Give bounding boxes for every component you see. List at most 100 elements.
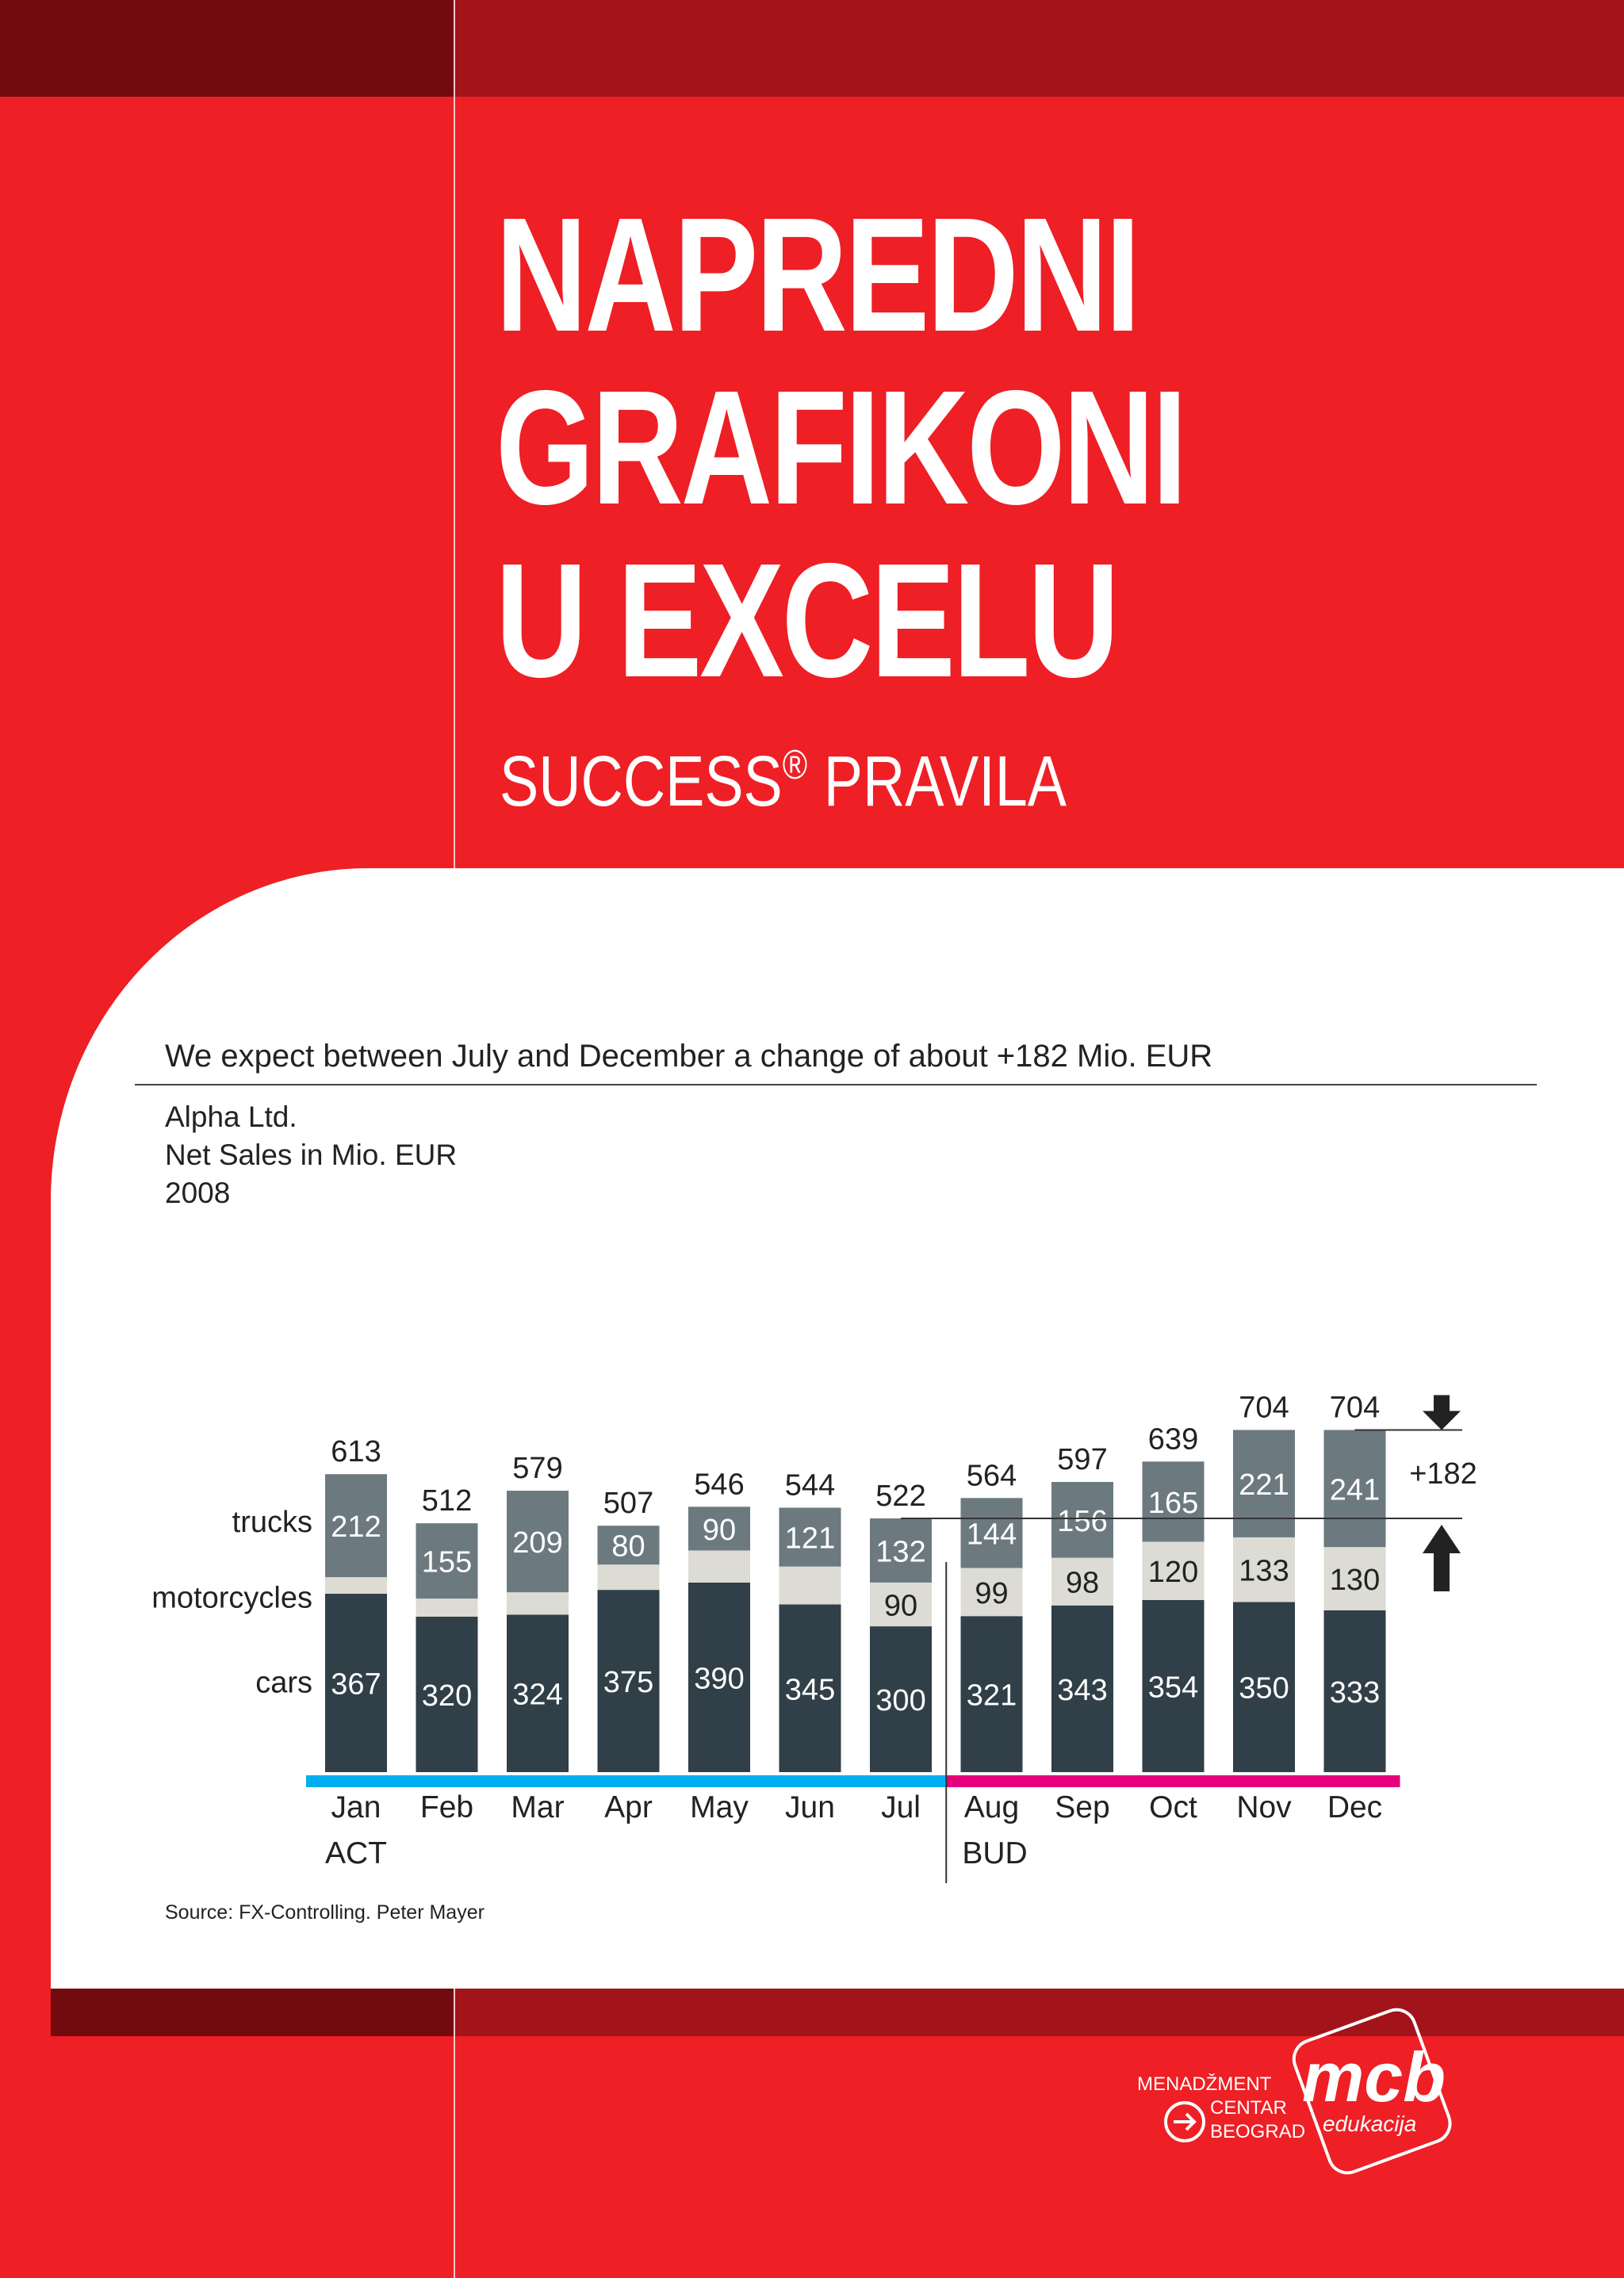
bottom-band-right bbox=[455, 1989, 1624, 2036]
segment-label: 345 bbox=[785, 1673, 835, 1706]
logo-brand: mcb bbox=[1302, 2038, 1446, 2116]
arrow-circle-icon bbox=[1164, 2101, 1205, 2142]
cover-divider-line bbox=[454, 0, 455, 868]
segment-label: 144 bbox=[967, 1518, 1017, 1551]
bar-segment-trucks bbox=[1233, 1430, 1295, 1537]
segment-label: 98 bbox=[1066, 1567, 1099, 1600]
book-subtitle: SUCCESS® PRAVILA bbox=[500, 726, 1067, 821]
month-tick-label: Oct bbox=[1149, 1790, 1197, 1824]
month-tick-label: Jan bbox=[331, 1790, 381, 1824]
segment-label: 209 bbox=[512, 1526, 562, 1560]
net-sales-chart: We expect between July and December a ch… bbox=[135, 1039, 1537, 1883]
segment-label: 320 bbox=[422, 1679, 472, 1713]
budget-period-bar bbox=[946, 1775, 1400, 1787]
bar-segment-cars bbox=[779, 1604, 841, 1772]
segment-label: 350 bbox=[1239, 1672, 1289, 1706]
logo-badge bbox=[1292, 2008, 1452, 2175]
bar-segment-motorcycles bbox=[416, 1598, 478, 1617]
month-tick-label: Feb bbox=[420, 1790, 473, 1824]
title-line-3: U EXCELU bbox=[496, 530, 1120, 711]
segment-label: 132 bbox=[875, 1535, 925, 1568]
bar-segment-cars bbox=[870, 1626, 932, 1772]
legend-cars: cars bbox=[255, 1667, 312, 1700]
bottom-band-left bbox=[51, 1989, 454, 2036]
total-label: 639 bbox=[1148, 1422, 1198, 1456]
segment-label: 156 bbox=[1057, 1505, 1107, 1538]
segment-label: 155 bbox=[422, 1546, 472, 1579]
bar-segment-trucks bbox=[416, 1523, 478, 1599]
segment-label: 90 bbox=[703, 1514, 736, 1547]
total-label: 564 bbox=[967, 1459, 1017, 1492]
chart-annotations: cars motorcycles trucks ACT BUD +182 bbox=[151, 1395, 1477, 1883]
month-tick-label: Nov bbox=[1236, 1790, 1292, 1824]
segment-label: 130 bbox=[1330, 1564, 1380, 1597]
bar-segment-motorcycles bbox=[325, 1577, 387, 1595]
segment-label: 120 bbox=[1148, 1556, 1198, 1589]
segment-label: 343 bbox=[1057, 1674, 1107, 1707]
chart-info-year: 2008 bbox=[165, 1177, 230, 1209]
legend-motorcycles: motorcycles bbox=[151, 1582, 312, 1615]
bar-segment-motorcycles bbox=[1233, 1537, 1295, 1602]
segment-label: 333 bbox=[1330, 1676, 1380, 1709]
segment-label: 212 bbox=[331, 1510, 381, 1544]
segment-label: 321 bbox=[967, 1679, 1017, 1713]
logo-line-beograd: BEOGRAD bbox=[1210, 2121, 1305, 2142]
delta-label: +182 bbox=[1409, 1457, 1477, 1491]
arrow-down-icon bbox=[1423, 1395, 1461, 1430]
month-tick-label: Dec bbox=[1327, 1790, 1382, 1824]
segment-label: 165 bbox=[1148, 1487, 1198, 1520]
bar-segment-trucks bbox=[597, 1526, 660, 1565]
segment-label: 221 bbox=[1239, 1468, 1289, 1502]
segment-label: 300 bbox=[875, 1684, 925, 1717]
segment-label: 90 bbox=[884, 1590, 917, 1623]
month-tick-label: May bbox=[690, 1790, 749, 1824]
bar-segment-cars bbox=[960, 1616, 1023, 1772]
bar-segment-cars bbox=[416, 1616, 478, 1772]
bar-segment-motorcycles bbox=[1142, 1541, 1205, 1600]
book-title: NAPREDNI GRAFIKONI U EXCELU bbox=[496, 189, 1187, 711]
chart-headline: We expect between July and December a ch… bbox=[165, 1039, 1212, 1074]
total-label: 704 bbox=[1239, 1391, 1289, 1424]
logo-tagline: edukacija bbox=[1323, 2111, 1416, 2136]
bar-segment-cars bbox=[597, 1590, 660, 1772]
total-label: 522 bbox=[875, 1480, 925, 1513]
segment-label: 133 bbox=[1239, 1555, 1289, 1588]
bar-segment-trucks bbox=[779, 1507, 841, 1567]
segment-label: 375 bbox=[603, 1666, 653, 1699]
title-line-2: GRAFIKONI bbox=[496, 357, 1187, 538]
bar-segment-trucks bbox=[1142, 1461, 1205, 1542]
month-tick-label: Jun bbox=[785, 1790, 835, 1824]
logo-line-centar: CENTAR bbox=[1210, 2097, 1287, 2119]
total-label: 579 bbox=[512, 1452, 562, 1485]
mcb-logo: MENADŽMENT CENTAR BEOGRAD mcb edukacija bbox=[1137, 2008, 1452, 2175]
bar-segment-motorcycles bbox=[507, 1592, 569, 1615]
segment-label: 324 bbox=[512, 1679, 562, 1712]
segment-label: 121 bbox=[785, 1522, 835, 1556]
arrow-up-icon bbox=[1423, 1525, 1461, 1592]
total-label: 546 bbox=[694, 1468, 744, 1501]
top-band-right bbox=[455, 0, 1624, 97]
bar-segment-trucks bbox=[688, 1507, 750, 1551]
actual-period-bar bbox=[306, 1775, 947, 1787]
bar-segment-cars bbox=[1233, 1602, 1295, 1772]
bar-segment-motorcycles bbox=[960, 1568, 1023, 1617]
bar-segment-motorcycles bbox=[779, 1566, 841, 1605]
subtitle-rest: PRAVILA bbox=[807, 742, 1067, 821]
chart-info-company: Alpha Ltd. bbox=[165, 1101, 297, 1133]
source-note: Source: FX-Controlling. Peter Mayer bbox=[165, 1901, 485, 1924]
period-label-bud: BUD bbox=[962, 1836, 1027, 1870]
segment-label: 99 bbox=[975, 1577, 1008, 1610]
bar-segment-cars bbox=[1323, 1610, 1386, 1772]
total-label: 507 bbox=[603, 1487, 653, 1520]
period-label-act: ACT bbox=[325, 1836, 387, 1870]
bar-segment-trucks bbox=[870, 1518, 932, 1583]
bar-segment-cars bbox=[1142, 1599, 1205, 1772]
total-label: 512 bbox=[422, 1484, 472, 1518]
segment-label: 241 bbox=[1330, 1473, 1380, 1507]
bar-segment-motorcycles bbox=[688, 1550, 750, 1583]
month-tick-label: Jul bbox=[881, 1790, 921, 1824]
month-tick-label: Sep bbox=[1055, 1790, 1109, 1824]
month-tick-label: Aug bbox=[964, 1790, 1019, 1824]
bar-segment-trucks bbox=[1051, 1482, 1113, 1558]
bar-segment-trucks bbox=[1323, 1430, 1386, 1548]
